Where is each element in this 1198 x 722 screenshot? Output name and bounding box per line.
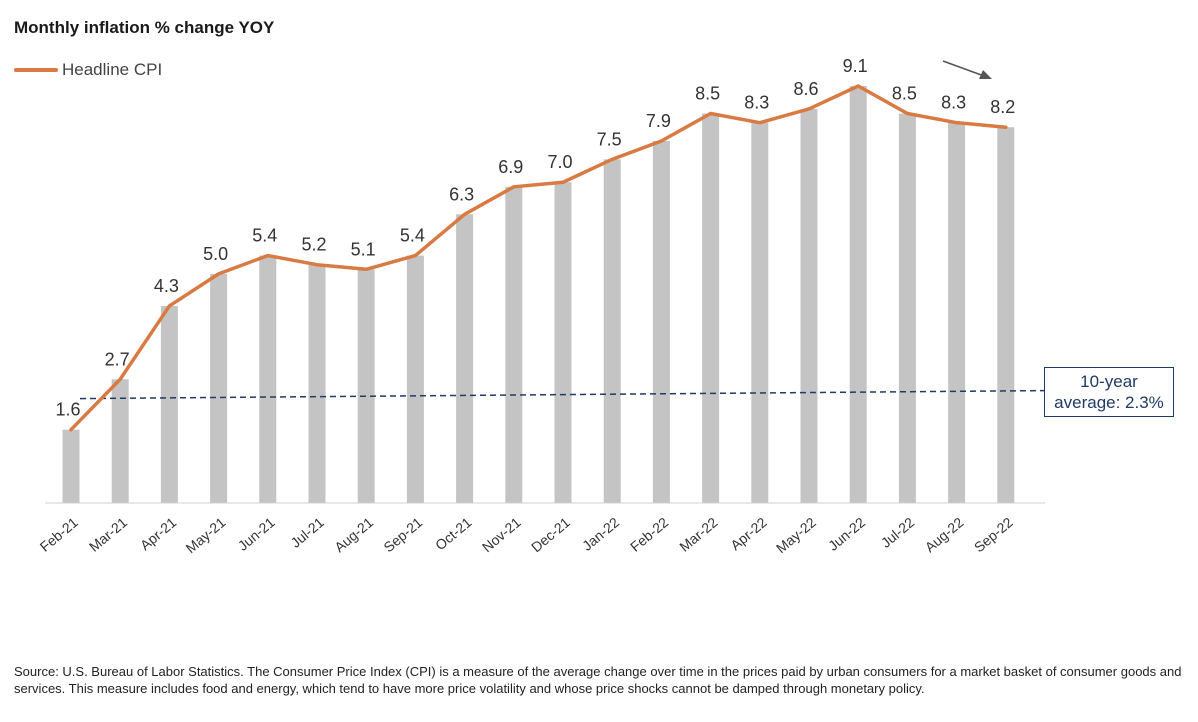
bar-Sep-21 bbox=[406, 255, 424, 503]
bar-May-21 bbox=[210, 273, 228, 503]
average-annotation: 10-year average: 2.3% bbox=[1044, 367, 1174, 417]
bar-Jul-22 bbox=[898, 113, 916, 503]
bar-Jun-22 bbox=[849, 86, 867, 503]
data-label-Sep-21: 5.4 bbox=[400, 226, 425, 246]
average-reference-line bbox=[79, 389, 1045, 400]
data-label-Oct-21: 6.3 bbox=[449, 184, 474, 204]
x-tick-label-Jun-22: Jun-22 bbox=[825, 514, 868, 554]
bar-Mar-22 bbox=[702, 113, 720, 503]
chart-plot: 1.6 2.7 4.3 5.0 5.4 5.2 5.1 5.4 6.3 6.9 7.0 7.5 7.9 8… bbox=[37, 56, 1045, 556]
data-label-Apr-21: 4.3 bbox=[154, 276, 179, 296]
x-tick-label-Aug-22: Aug-22 bbox=[922, 514, 967, 555]
data-label-Nov-21: 6.9 bbox=[498, 157, 523, 177]
x-tick-label-Aug-21: Aug-21 bbox=[331, 514, 376, 555]
bar-Aug-22 bbox=[948, 122, 966, 504]
data-label-May-21: 5.0 bbox=[203, 244, 228, 264]
bar-Jul-21 bbox=[308, 264, 326, 503]
bar-Feb-21 bbox=[62, 429, 80, 503]
data-label-Mar-22: 8.5 bbox=[695, 83, 720, 103]
trend-arrow-line bbox=[942, 60, 985, 77]
x-tick-label-Jul-22: Jul-22 bbox=[878, 514, 918, 551]
legend-label: Headline CPI bbox=[62, 60, 163, 79]
x-tick-label-Oct-21: Oct-21 bbox=[432, 514, 475, 553]
x-tick-label-Jan-22: Jan-22 bbox=[579, 514, 622, 554]
headline-cpi-line bbox=[69, 84, 1008, 432]
source-note: Source: U.S. Bureau of Labor Statistics.… bbox=[14, 664, 1182, 696]
bar-Nov-21 bbox=[505, 186, 523, 504]
x-tick-label-Mar-22: Mar-22 bbox=[676, 514, 720, 555]
bar-Dec-21 bbox=[554, 182, 572, 503]
chart-title: Monthly inflation % change YOY bbox=[14, 18, 275, 37]
bar-May-22 bbox=[800, 108, 818, 504]
data-label-Jan-22: 7.5 bbox=[597, 129, 622, 149]
data-label-Jul-22: 8.5 bbox=[892, 83, 917, 103]
bar-Mar-21 bbox=[111, 379, 129, 503]
trend-arrow-head bbox=[979, 70, 992, 79]
data-label-Dec-21: 7.0 bbox=[547, 152, 572, 172]
x-tick-label-Mar-21: Mar-21 bbox=[86, 514, 130, 555]
x-tick-label-Feb-22: Feb-22 bbox=[627, 514, 671, 555]
bar-Oct-21 bbox=[456, 214, 474, 504]
data-label-Jul-21: 5.2 bbox=[301, 235, 326, 255]
x-tick-label-Sep-21: Sep-21 bbox=[380, 514, 425, 555]
bar-Feb-22 bbox=[652, 140, 670, 503]
x-tick-label-Jun-21: Jun-21 bbox=[235, 514, 278, 554]
bar-Apr-21 bbox=[160, 305, 178, 503]
x-tick-label-Nov-21: Nov-21 bbox=[479, 514, 524, 555]
x-tick-label-May-22: May-22 bbox=[773, 514, 819, 556]
data-label-May-22: 8.6 bbox=[793, 79, 818, 99]
data-label-Mar-21: 2.7 bbox=[105, 349, 130, 369]
data-label-Jun-21: 5.4 bbox=[252, 226, 277, 246]
bar-Aug-21 bbox=[357, 269, 375, 503]
x-tick-label-Dec-21: Dec-21 bbox=[528, 514, 573, 555]
data-label-Feb-22: 7.9 bbox=[646, 111, 671, 131]
legend-line-swatch bbox=[14, 68, 58, 72]
bar-Jan-22 bbox=[603, 159, 621, 504]
x-tick-label-Jul-21: Jul-21 bbox=[287, 514, 327, 551]
x-tick-label-Feb-21: Feb-21 bbox=[37, 514, 81, 555]
x-tick-label-Apr-21: Apr-21 bbox=[137, 514, 180, 553]
x-tick-label-Sep-22: Sep-22 bbox=[971, 514, 1016, 555]
legend: Headline CPI bbox=[14, 60, 162, 80]
bar-Sep-22 bbox=[997, 127, 1015, 503]
bar-Jun-21 bbox=[259, 255, 277, 503]
data-label-Aug-22: 8.3 bbox=[941, 93, 966, 113]
data-label-Jun-22: 9.1 bbox=[843, 56, 868, 76]
bar-Apr-22 bbox=[751, 122, 769, 504]
data-label-Aug-21: 5.1 bbox=[351, 239, 376, 259]
data-label-Sep-22: 8.2 bbox=[990, 97, 1015, 117]
data-label-Feb-21: 1.6 bbox=[55, 400, 80, 420]
data-label-Apr-22: 8.3 bbox=[744, 93, 769, 113]
x-tick-label-Apr-22: Apr-22 bbox=[727, 514, 770, 553]
x-tick-label-May-21: May-21 bbox=[182, 514, 228, 556]
